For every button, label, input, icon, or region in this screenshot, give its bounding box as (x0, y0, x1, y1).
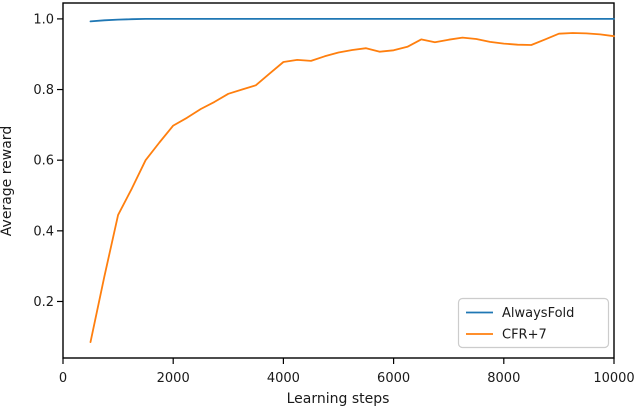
y-tick-label: 0.8 (33, 83, 54, 98)
y-tick-label: 0.2 (33, 295, 54, 310)
y-tick-label: 0.6 (33, 154, 54, 169)
legend-label-cfr: CFR+7 (502, 328, 547, 343)
x-tick-label: 6000 (377, 371, 410, 386)
x-tick-label: 0 (59, 371, 67, 386)
legend-box (457, 297, 610, 349)
x-tick-label: 10000 (593, 371, 634, 386)
series-line-cfr-7 (89, 32, 615, 344)
y-tick-label: 1.0 (33, 12, 54, 27)
y-axis-label: Average reward (0, 126, 15, 236)
y-tick-label: 0.4 (33, 224, 54, 239)
x-axis-label: Learning steps (287, 391, 390, 407)
series-line-alwaysfold (89, 17, 615, 23)
axis-ticks: 0 2000 4000 6000 8000 10000 0.2 0.4 0.6 0.8 1.0 (33, 12, 634, 386)
legend-label-alwaysfold: AlwaysFold (502, 306, 574, 321)
legend: AlwaysFold CFR+7 (457, 297, 610, 349)
data-series (89, 17, 615, 344)
x-tick-label: 8000 (487, 371, 520, 386)
x-tick-label: 2000 (157, 371, 190, 386)
x-tick-label: 4000 (267, 371, 300, 386)
plot-area-border (62, 2, 615, 359)
